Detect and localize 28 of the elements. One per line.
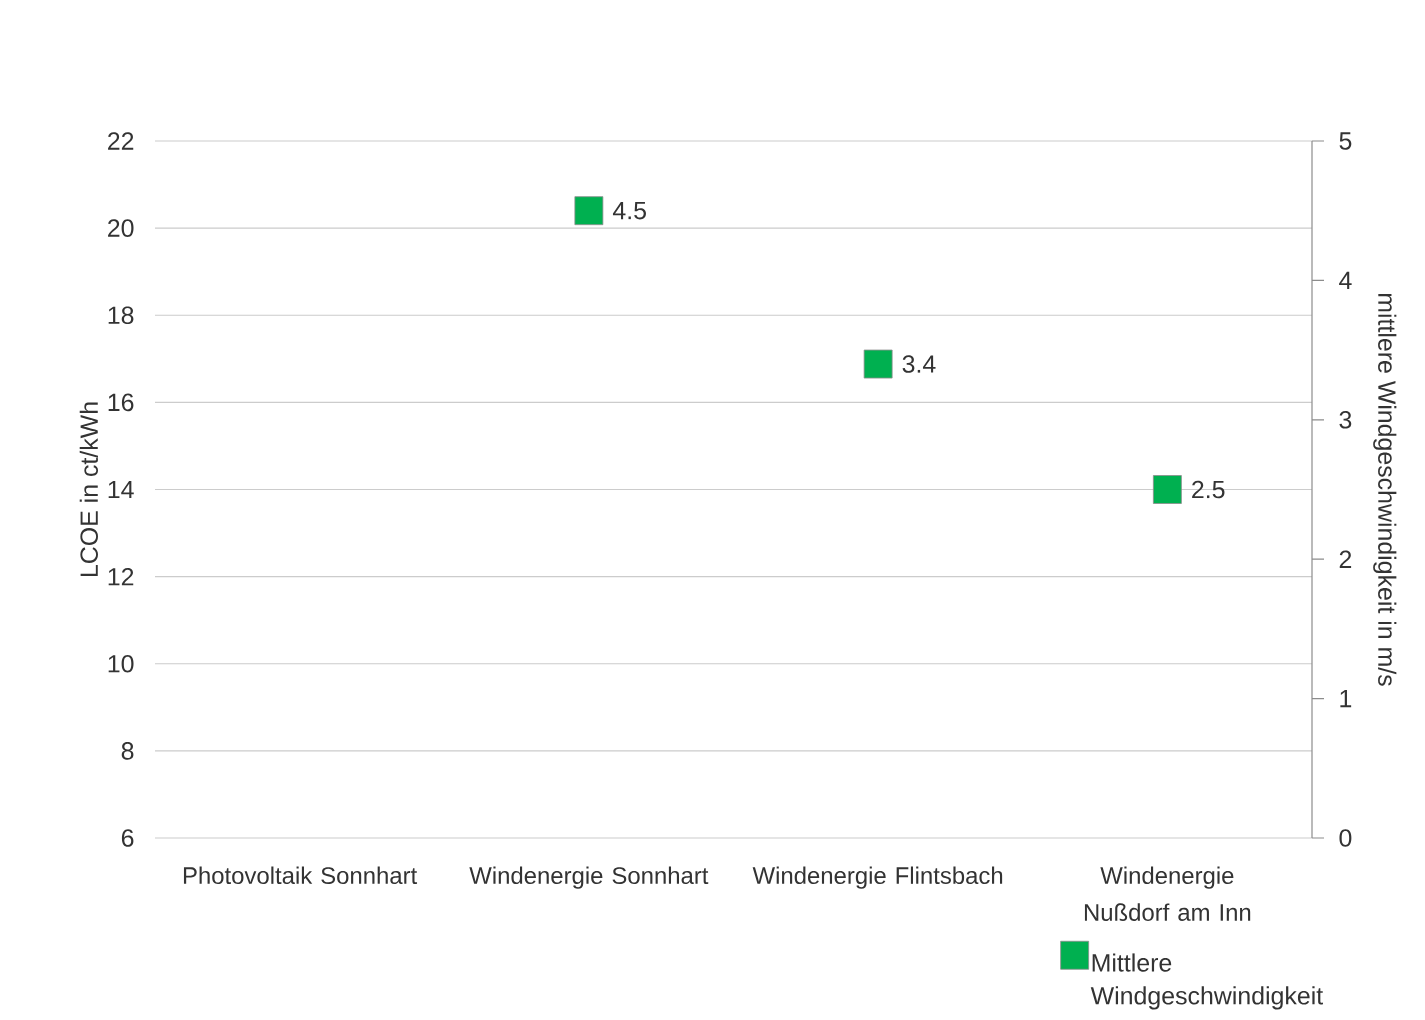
x-tick-label: Windenergie Nußdorf am Inn bbox=[1084, 866, 1251, 921]
y2-tick-label: 2 bbox=[1339, 550, 1352, 568]
y2-tick-label: 5 bbox=[1339, 132, 1352, 150]
y-tick-label: 16 bbox=[108, 393, 134, 412]
y2-axis-title: mittlere Windgeschwindigkeit in m/s bbox=[1373, 293, 1397, 686]
y-tick-label: 8 bbox=[121, 742, 134, 760]
legend-label: Mittlere Windgeschwindigkeit bbox=[1090, 953, 1323, 1010]
y2-tick-label: 4 bbox=[1339, 271, 1352, 289]
point bbox=[863, 349, 893, 379]
y2-tick-label: 3 bbox=[1339, 410, 1352, 429]
data-label: 4.5 bbox=[612, 202, 646, 220]
y2-tick-label: 1 bbox=[1340, 690, 1352, 708]
data-label: 2.5 bbox=[1192, 480, 1225, 499]
point bbox=[1152, 475, 1182, 504]
point bbox=[574, 196, 604, 226]
y2-tick-label: 0 bbox=[1339, 829, 1352, 847]
y-axis-title: LCOE in ct/kWh bbox=[79, 402, 98, 577]
y-tick-label: 12 bbox=[108, 567, 134, 586]
y-tick-label: 20 bbox=[108, 219, 134, 237]
x-tick-label: Windenergie Sonnhart bbox=[469, 866, 709, 889]
y-tick-label: 6 bbox=[121, 829, 134, 847]
y-tick-label: 22 bbox=[108, 132, 134, 150]
y-tick-label: 10 bbox=[108, 654, 134, 673]
data-label: 3.4 bbox=[902, 355, 936, 373]
x-tick-label: Photovoltaik Sonnhart bbox=[183, 866, 418, 885]
y-tick-label: 14 bbox=[108, 480, 134, 499]
x-tick-label: Windenergie Flintsbach bbox=[752, 866, 1003, 889]
y-tick-label: 18 bbox=[108, 306, 134, 325]
